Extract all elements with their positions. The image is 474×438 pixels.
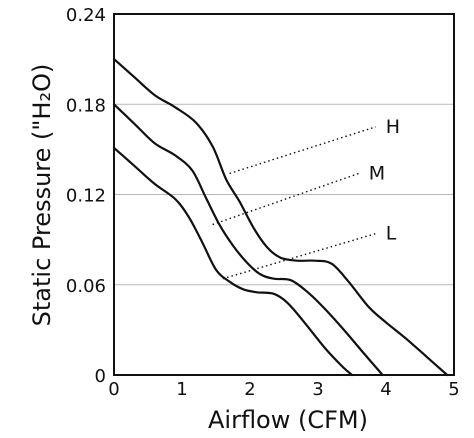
y-tick-label: 0.06 [66,276,106,297]
y-tick-label: 0.12 [66,186,106,207]
x-tick-label: 0 [108,379,119,400]
x-tick-label: 3 [312,379,323,400]
plot-frame [113,13,455,376]
leader-line-l [222,232,376,280]
y-tick-label: 0 [95,366,106,387]
series-line-l [112,146,354,377]
leader-line-m [212,172,360,226]
series-line-m [112,103,384,377]
series-label-h: H [386,116,400,138]
leader-line-h [229,126,377,175]
series-label-m: M [369,162,385,184]
series-annotations: H M L [212,116,400,280]
x-axis-label: Airflow (CFM) [208,406,368,434]
x-tick-label: 5 [448,379,459,400]
x-tick-label: 4 [380,379,391,400]
series-lines [112,58,449,377]
y-tick-label: 0.24 [66,5,106,26]
series-line-h [112,58,449,377]
x-tick-label: 2 [244,379,255,400]
series-label-l: L [386,223,397,245]
gridlines [114,103,454,286]
y-tick-label: 0.18 [66,95,106,116]
y-axis-label: Static Pressure ("H₂O) [28,64,56,327]
axis-ticks: 0 0.06 0.12 0.18 0.24 0 1 2 3 4 5 [66,5,460,400]
x-tick-label: 1 [176,379,187,400]
